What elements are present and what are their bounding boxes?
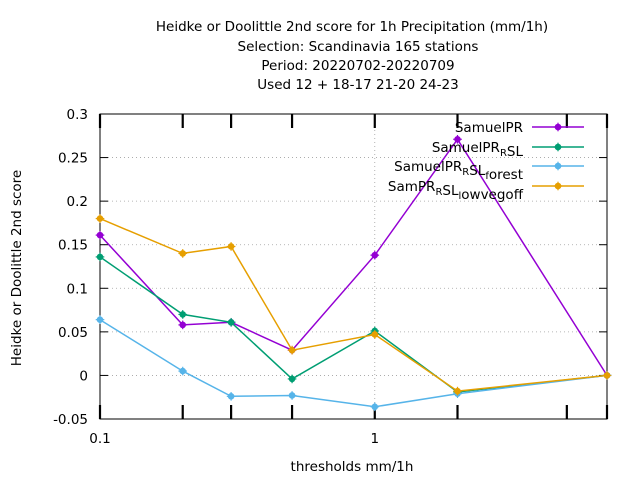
title-line-2: Selection: Scandinavia 165 stations: [238, 39, 479, 55]
legend-label-3: SamPRRSLlowvegoff: [388, 179, 524, 203]
y-tick-label-3: 0.1: [67, 281, 88, 297]
x-tick-label-1: 1: [370, 431, 379, 447]
data-point-1-0: [95, 252, 105, 262]
data-point-3-6: [602, 371, 612, 380]
title-line-4: Used 12 + 18-17 21-20 24-23: [257, 77, 458, 93]
data-point-0-1: [178, 320, 188, 330]
data-point-0-5: [453, 134, 462, 144]
y-tick-label-1: 0: [79, 368, 88, 384]
title-line-1: Heidke or Doolittle 2nd score for 1h Pre…: [156, 19, 548, 35]
title-line-3: Period: 20220702-20220709: [261, 58, 454, 74]
x-tick-label-0: 0.1: [89, 431, 110, 447]
data-point-1-3: [287, 374, 297, 384]
legend-marker-0: [553, 122, 563, 132]
data-point-3-2: [226, 242, 236, 251]
data-point-3-5: [453, 386, 462, 396]
data-point-3-1: [178, 249, 188, 258]
legend-label-1: SamuelPRRSL: [432, 140, 524, 160]
data-point-2-2: [226, 392, 236, 401]
data-point-2-1: [178, 366, 188, 376]
legend-marker-3: [553, 181, 563, 191]
y-tick-label-0: -0.05: [53, 412, 88, 428]
data-point-1-2: [226, 317, 236, 327]
legend-marker-2: [553, 161, 563, 171]
data-point-2-3: [287, 391, 297, 400]
y-axis-label: Heidke or Doolittle 2nd score: [9, 170, 25, 366]
legend-marker-1: [553, 142, 563, 152]
y-tick-label-6: 0.25: [58, 151, 88, 167]
series-1: [95, 252, 612, 397]
data-point-0-4: [370, 250, 380, 260]
legend-label-2: SamuelPRRSLforest: [394, 159, 523, 183]
data-point-2-4: [370, 402, 380, 412]
plot-frame: [99, 113, 608, 420]
data-point-2-0: [95, 315, 105, 324]
series-line-0: [99, 137, 608, 376]
legend-item-0: SamuelPR: [455, 120, 584, 136]
data-point-1-1: [178, 310, 188, 319]
y-tick-label-4: 0.15: [58, 238, 88, 254]
x-axis-label: thresholds mm/1h: [291, 459, 414, 475]
series-line-1: [99, 256, 608, 393]
grid-lines: [100, 114, 607, 419]
data-point-3-4: [370, 330, 380, 339]
y-tick-label-2: 0.05: [58, 325, 88, 341]
data-point-3-3: [287, 345, 297, 355]
y-tick-label-7: 0.3: [67, 107, 88, 123]
series-layer: [95, 134, 612, 412]
series-line-2: [99, 319, 608, 408]
data-point-3-0: [95, 214, 105, 223]
legend-item-1: SamuelPRRSL: [432, 140, 584, 160]
data-point-0-0: [95, 230, 105, 240]
legend: SamuelPR SamuelPRRSLSamuelPRRSLforestSamP…: [388, 120, 584, 203]
legend-item-2: SamuelPRRSLforest: [394, 159, 584, 183]
y-tick-label-5: 0.2: [67, 194, 88, 210]
series-3: [95, 214, 612, 396]
legend-item-3: SamPRRSLlowvegoff: [388, 179, 584, 203]
legend-label-0: SamuelPR: [455, 120, 523, 136]
chart-title: Heidke or Doolittle 2nd score for 1h Pre…: [156, 19, 548, 93]
axes: -0.05 0 0.05 0.1 0.15 0.2 0.25 0.3 0.1 1: [53, 107, 609, 447]
series-2: [95, 315, 612, 412]
